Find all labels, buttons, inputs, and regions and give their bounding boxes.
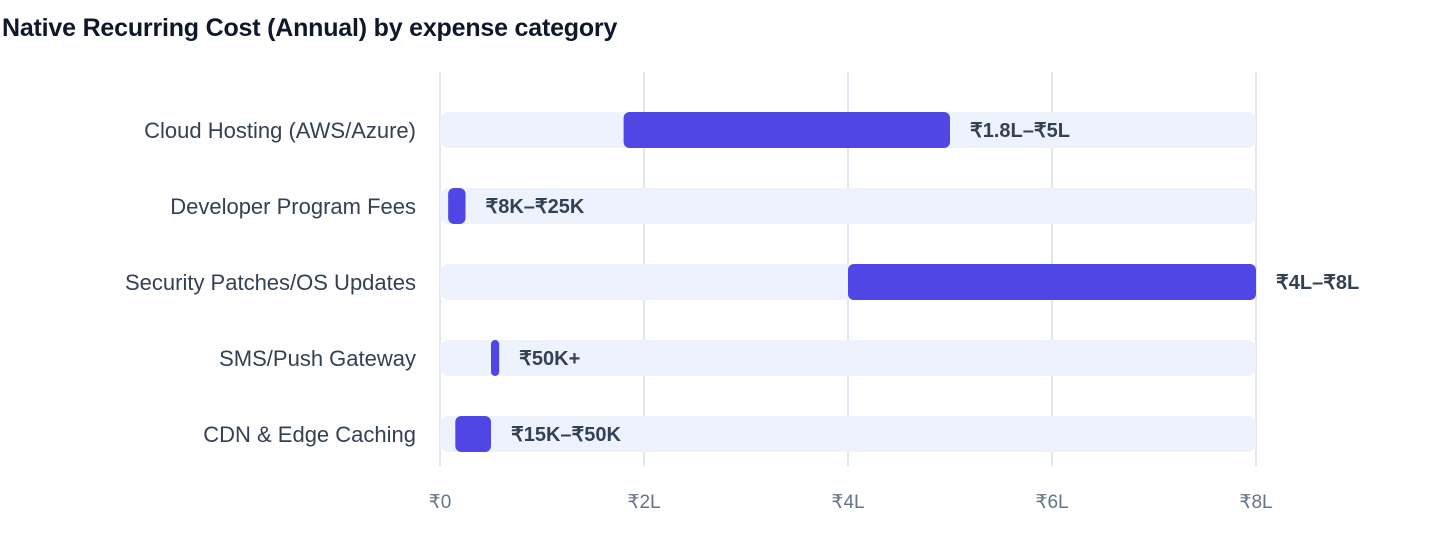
value-label: ₹8K–₹25K bbox=[486, 196, 585, 218]
category-label: Cloud Hosting (AWS/Azure) bbox=[144, 118, 416, 143]
value-label: ₹1.8L–₹5L bbox=[970, 120, 1070, 142]
bar-track bbox=[440, 416, 1256, 452]
bar-track bbox=[440, 188, 1256, 224]
bar-track bbox=[440, 340, 1256, 376]
category-label: CDN & Edge Caching bbox=[203, 422, 416, 447]
x-tick-label: ₹8L bbox=[1239, 492, 1272, 513]
range-bar bbox=[455, 416, 491, 452]
chart-title: Native Recurring Cost (Annual) by expens… bbox=[2, 14, 618, 42]
value-label: ₹15K–₹50K bbox=[511, 424, 622, 446]
category-label: SMS/Push Gateway bbox=[219, 346, 416, 371]
range-bars bbox=[448, 112, 1256, 452]
category-label: Security Patches/OS Updates bbox=[125, 270, 416, 295]
x-tick-label: ₹6L bbox=[1035, 492, 1068, 513]
range-bar bbox=[848, 264, 1256, 300]
x-tick-label: ₹4L bbox=[831, 492, 864, 513]
x-axis-tick-labels: ₹0 ₹2L ₹4L ₹6L ₹8L bbox=[429, 492, 1273, 513]
value-label: ₹4L–₹8L bbox=[1276, 272, 1359, 294]
value-labels: ₹1.8L–₹5L ₹8K–₹25K ₹4L–₹8L ₹50K+ ₹15K–₹50K bbox=[486, 120, 1360, 446]
category-label: Developer Program Fees bbox=[170, 194, 416, 219]
value-label: ₹50K+ bbox=[519, 348, 580, 370]
category-labels: Cloud Hosting (AWS/Azure) Developer Progr… bbox=[125, 118, 416, 447]
x-tick-label: ₹2L bbox=[627, 492, 660, 513]
range-bar bbox=[448, 188, 466, 224]
range-bar bbox=[623, 112, 950, 148]
x-tick-label: ₹0 bbox=[429, 492, 452, 513]
range-bar bbox=[491, 340, 500, 376]
